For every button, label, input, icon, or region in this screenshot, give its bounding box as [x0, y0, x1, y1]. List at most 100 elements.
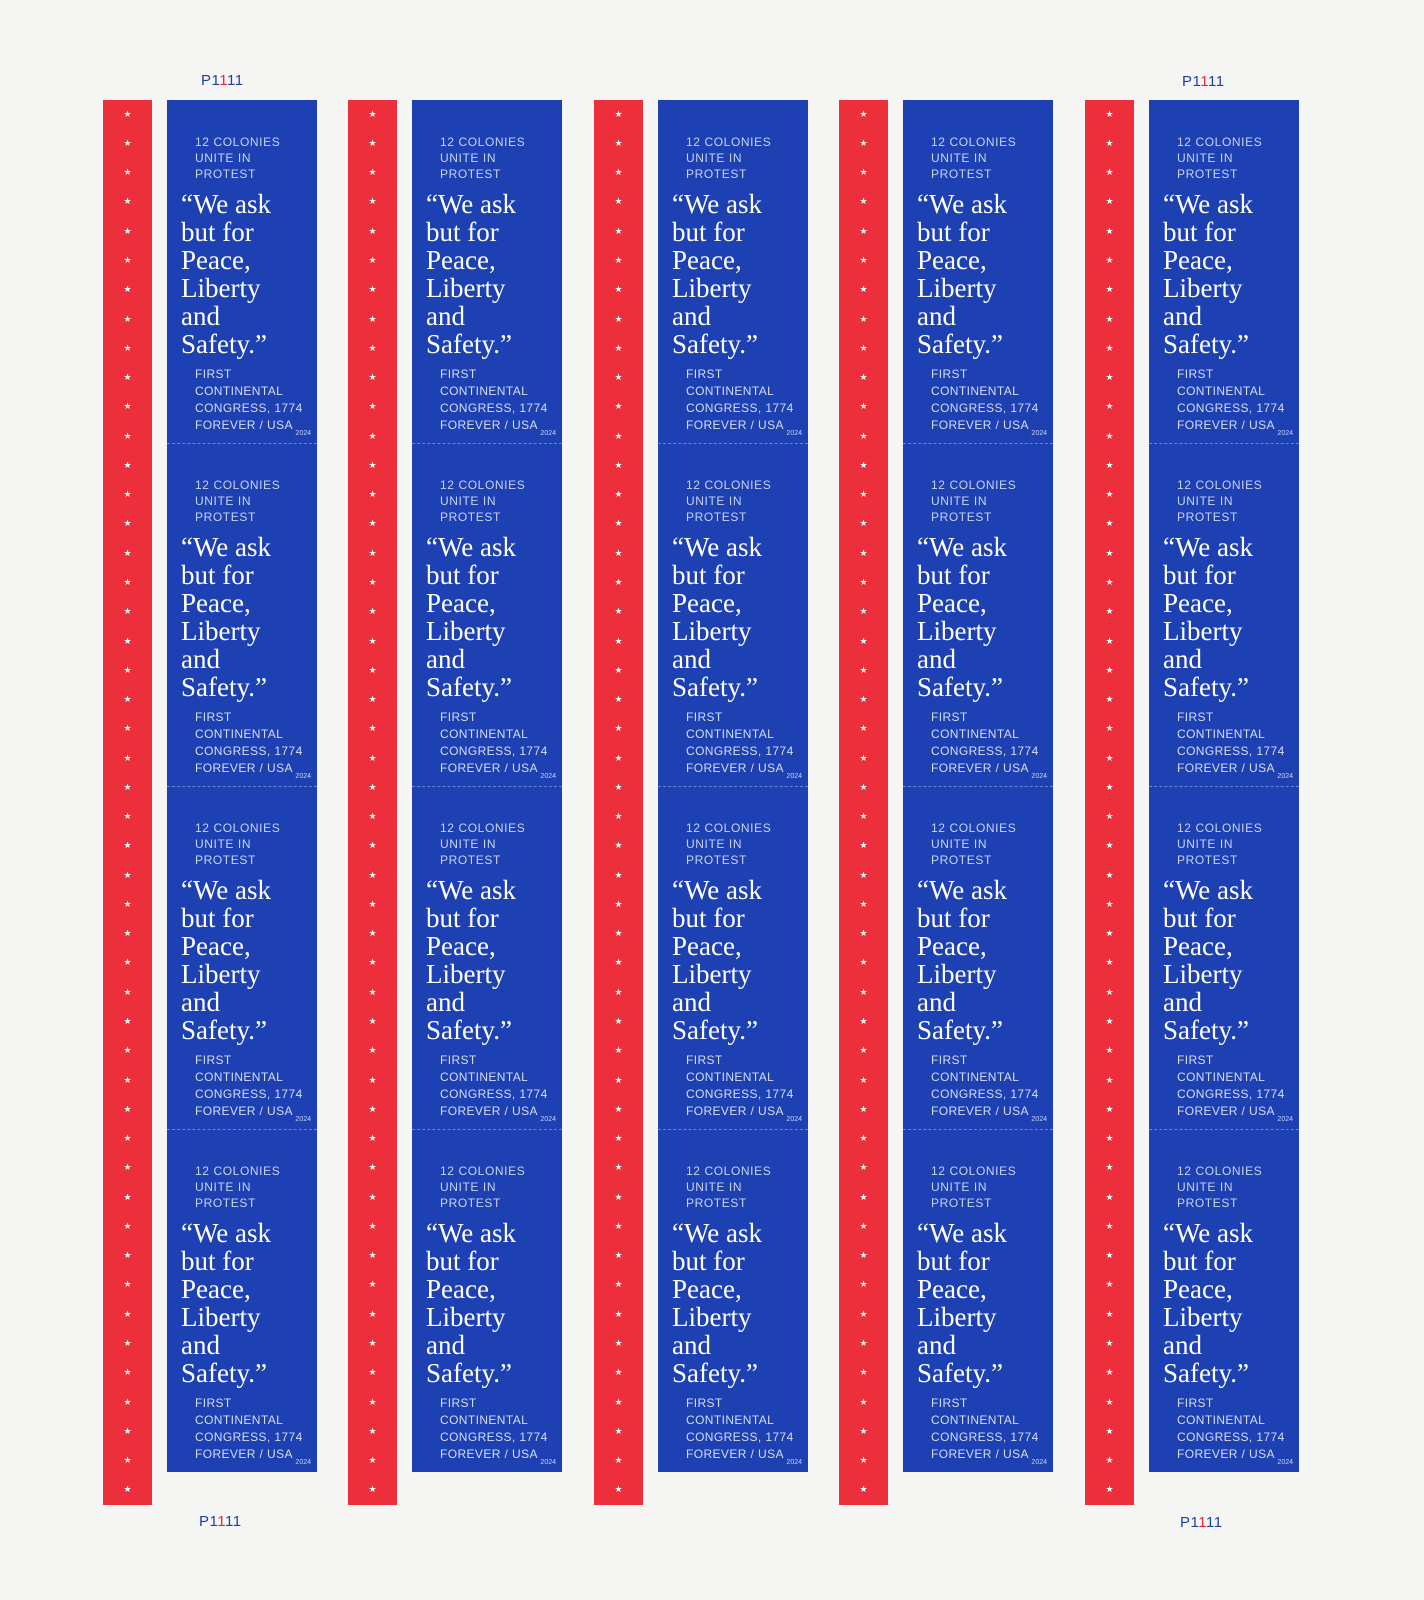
star-column: ★ ★ ★ ★ ★ ★ ★ ★ ★ ★ ★ ★ ★ ★ ★ ★ ★ ★ ★ ★ ★ ★ ★ ★ ★ ★ ★ ★ ★ ★ ★ ★ ★ ★ ★ ★ ★ ★ ★ ★…	[103, 100, 152, 1505]
forever-stamp: 12 COLONIES UNITE IN PROTEST “We ask but …	[658, 100, 808, 443]
stamp-credit: FIRST CONTINENTAL CONGRESS, 1774 FOREVER…	[686, 367, 794, 432]
stamp-quote: “We ask but for Peace, Liberty and Safet…	[426, 1218, 517, 1388]
stamp-year: 2024	[540, 1459, 556, 1466]
plate-digit: 1	[1192, 73, 1201, 90]
star-icon: ★	[859, 519, 868, 530]
star-icon: ★	[1105, 577, 1114, 588]
stamp-quote: “We ask but for Peace, Liberty and Safet…	[917, 189, 1008, 359]
star-icon: ★	[859, 870, 868, 881]
stamp-credit: FIRST CONTINENTAL CONGRESS, 1774 FOREVER…	[931, 1053, 1039, 1118]
star-icon: ★	[1105, 402, 1114, 413]
stamp-credit: FIRST CONTINENTAL CONGRESS, 1774 FOREVER…	[686, 1053, 794, 1118]
star-icon: ★	[1105, 373, 1114, 384]
plate-letter: P	[1182, 73, 1193, 90]
stamp-credit: FIRST CONTINENTAL CONGRESS, 1774 FOREVER…	[686, 710, 794, 775]
star-icon: ★	[1105, 1134, 1114, 1145]
stamp-quote: “We ask but for Peace, Liberty and Safet…	[181, 1218, 272, 1388]
forever-stamp: 12 COLONIES UNITE IN PROTEST “We ask but …	[412, 786, 562, 1129]
star-icon: ★	[123, 753, 132, 764]
star-icon: ★	[614, 899, 623, 910]
star-icon: ★	[123, 1309, 132, 1320]
perforation-line	[412, 1129, 562, 1134]
star-icon: ★	[859, 1368, 868, 1379]
stamp-kicker: 12 COLONIES UNITE IN PROTEST	[931, 821, 1017, 867]
star-icon: ★	[123, 1485, 132, 1496]
star-icon: ★	[614, 841, 623, 852]
star-icon: ★	[123, 519, 132, 530]
star-icon: ★	[1105, 431, 1114, 442]
star-icon: ★	[859, 460, 868, 471]
stamp-quote: “We ask but for Peace, Liberty and Safet…	[1163, 1218, 1254, 1388]
perforation-line	[903, 443, 1053, 448]
star-icon: ★	[859, 1104, 868, 1115]
stamp-quote: “We ask but for Peace, Liberty and Safet…	[426, 875, 517, 1045]
stamp-credit: FIRST CONTINENTAL CONGRESS, 1774 FOREVER…	[440, 1396, 548, 1461]
star-icon: ★	[123, 197, 132, 208]
star-icon: ★	[614, 314, 623, 325]
stamp-year: 2024	[786, 773, 802, 780]
stamp-quote: “We ask but for Peace, Liberty and Safet…	[181, 532, 272, 702]
forever-stamp: 12 COLONIES UNITE IN PROTEST “We ask but …	[1149, 1129, 1299, 1472]
star-icon: ★	[1105, 899, 1114, 910]
star-icon: ★	[859, 197, 868, 208]
star-icon: ★	[859, 373, 868, 384]
stamp-year: 2024	[295, 430, 311, 437]
stamp-credit: FIRST CONTINENTAL CONGRESS, 1774 FOREVER…	[440, 367, 548, 432]
plate-digit: 1	[211, 72, 220, 89]
star-icon: ★	[859, 636, 868, 647]
stamp-year: 2024	[295, 1116, 311, 1123]
star-icon: ★	[1105, 987, 1114, 998]
star-icon: ★	[614, 285, 623, 296]
star-icon: ★	[123, 1426, 132, 1437]
star-icon: ★	[859, 987, 868, 998]
plate-digit: 1	[217, 1513, 225, 1530]
stamp-column: ★ ★ ★ ★ ★ ★ ★ ★ ★ ★ ★ ★ ★ ★ ★ ★ ★ ★ ★ ★ ★ ★ ★ ★ ★ ★ ★ ★ ★ ★ ★ ★ ★ ★ ★ ★ ★ ★ ★ ★…	[103, 100, 317, 1505]
star-icon: ★	[859, 1221, 868, 1232]
star-icon: ★	[614, 109, 623, 120]
forever-stamp: 12 COLONIES UNITE IN PROTEST “We ask but …	[167, 443, 317, 786]
star-icon: ★	[368, 109, 377, 120]
star-icon: ★	[1105, 285, 1114, 296]
stamp-year: 2024	[1031, 430, 1047, 437]
star-icon: ★	[1105, 168, 1114, 179]
star-icon: ★	[123, 607, 132, 618]
star-icon: ★	[123, 812, 132, 823]
star-icon: ★	[368, 899, 377, 910]
star-icon: ★	[368, 1368, 377, 1379]
stamp-kicker: 12 COLONIES UNITE IN PROTEST	[931, 1164, 1017, 1210]
star-icon: ★	[859, 226, 868, 237]
star-icon: ★	[368, 1046, 377, 1057]
red-star-strip: ★ ★ ★ ★ ★ ★ ★ ★ ★ ★ ★ ★ ★ ★ ★ ★ ★ ★ ★ ★ ★ ★ ★ ★ ★ ★ ★ ★ ★ ★ ★ ★ ★ ★ ★ ★ ★ ★ ★ ★…	[1085, 100, 1134, 1505]
stamp-quote: “We ask but for Peace, Liberty and Safet…	[1163, 532, 1254, 702]
stamp-credit: FIRST CONTINENTAL CONGRESS, 1774 FOREVER…	[1177, 710, 1285, 775]
star-column: ★ ★ ★ ★ ★ ★ ★ ★ ★ ★ ★ ★ ★ ★ ★ ★ ★ ★ ★ ★ ★ ★ ★ ★ ★ ★ ★ ★ ★ ★ ★ ★ ★ ★ ★ ★ ★ ★ ★ ★…	[839, 100, 888, 1505]
star-icon: ★	[368, 1309, 377, 1320]
star-icon: ★	[368, 1075, 377, 1086]
star-icon: ★	[368, 548, 377, 559]
stamp-quote: “We ask but for Peace, Liberty and Safet…	[1163, 189, 1254, 359]
stamp-quote: “We ask but for Peace, Liberty and Safet…	[1163, 875, 1254, 1045]
star-icon: ★	[368, 490, 377, 501]
forever-stamp: 12 COLONIES UNITE IN PROTEST “We ask but …	[903, 100, 1053, 443]
star-icon: ★	[1105, 782, 1114, 793]
stamp-quote: “We ask but for Peace, Liberty and Safet…	[672, 1218, 763, 1388]
star-icon: ★	[123, 373, 132, 384]
star-icon: ★	[1105, 1046, 1114, 1057]
forever-stamp: 12 COLONIES UNITE IN PROTEST “We ask but …	[903, 1129, 1053, 1472]
star-icon: ★	[614, 519, 623, 530]
star-icon: ★	[614, 1485, 623, 1496]
stamp-year: 2024	[540, 1116, 556, 1123]
star-icon: ★	[614, 695, 623, 706]
stamp-kicker: 12 COLONIES UNITE IN PROTEST	[686, 478, 772, 524]
star-icon: ★	[123, 782, 132, 793]
star-icon: ★	[1105, 812, 1114, 823]
forever-stamp: 12 COLONIES UNITE IN PROTEST “We ask but …	[412, 443, 562, 786]
star-icon: ★	[123, 1368, 132, 1379]
star-icon: ★	[368, 958, 377, 969]
star-icon: ★	[368, 1017, 377, 1028]
star-icon: ★	[368, 870, 377, 881]
star-icon: ★	[859, 958, 868, 969]
plate-number-bottom-left: P1111	[199, 1513, 242, 1530]
stamp-column: ★ ★ ★ ★ ★ ★ ★ ★ ★ ★ ★ ★ ★ ★ ★ ★ ★ ★ ★ ★ ★ ★ ★ ★ ★ ★ ★ ★ ★ ★ ★ ★ ★ ★ ★ ★ ★ ★ ★ ★…	[1085, 100, 1299, 1505]
star-icon: ★	[614, 343, 623, 354]
